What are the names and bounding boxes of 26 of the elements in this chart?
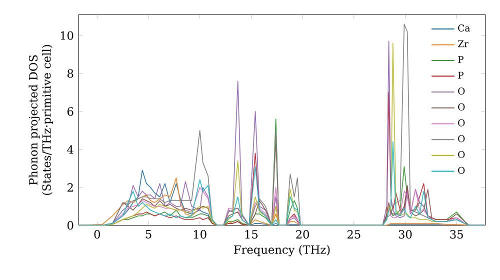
legend-label: O — [458, 166, 465, 174]
legend-label: Ca — [458, 24, 470, 32]
legend-label: P — [458, 72, 464, 79]
x-tick-label: 25 — [347, 230, 360, 239]
legend-label: O — [458, 119, 465, 126]
y-tick-label: 4 — [67, 145, 74, 154]
legend-label: O — [458, 135, 465, 142]
x-tick-label: 20 — [296, 230, 309, 239]
x-axis-title: Frequency (THz) — [234, 245, 330, 256]
y-axis-title: Phonon projected DOS (States/THz·primitive cell) — [28, 45, 54, 195]
y-tick-label: 8 — [68, 69, 74, 78]
legend-label: O — [458, 88, 465, 95]
y-tick-label: 2 — [68, 183, 73, 192]
y-tick-label: 10 — [60, 31, 74, 40]
legend-label: O — [458, 103, 465, 110]
legend-label: O — [458, 151, 465, 158]
legend-label: Zr — [458, 40, 468, 48]
y-tick-label: 6 — [68, 107, 74, 116]
x-tick-label: 10 — [194, 230, 206, 239]
legend-label: P — [458, 56, 464, 63]
x-tick-label: 0 — [94, 230, 100, 239]
x-tick-label: 5 — [146, 230, 152, 238]
x-tick-label: 15 — [245, 230, 258, 239]
x-tick-label: 30 — [398, 230, 412, 239]
y-tick-label: 0 — [68, 221, 74, 230]
x-tick-label: 35 — [450, 230, 463, 239]
